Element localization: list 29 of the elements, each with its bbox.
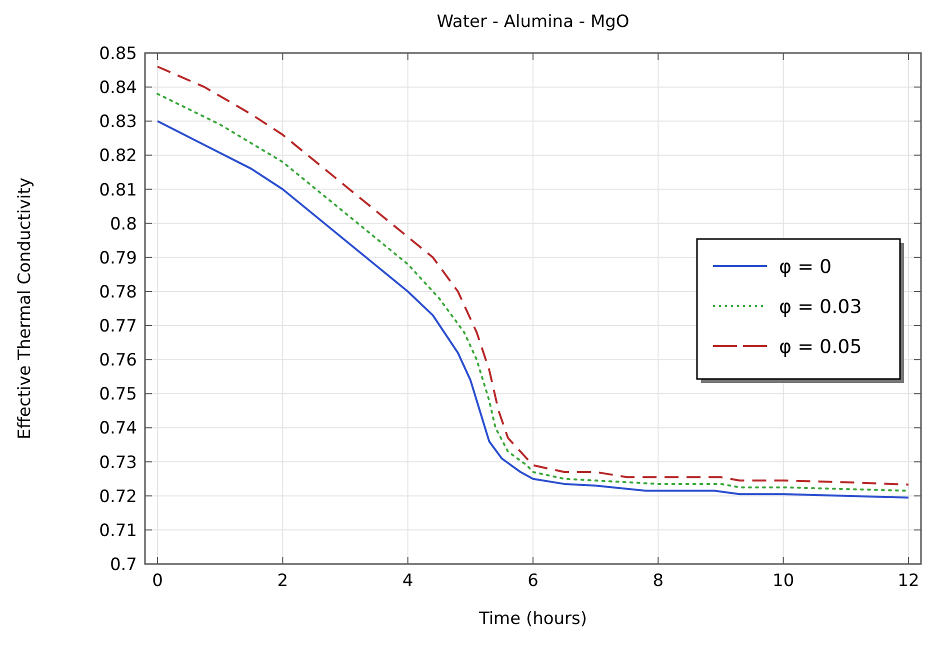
y-tick-label: 0.7 [110, 555, 137, 575]
y-tick-label: 0.75 [99, 384, 137, 405]
x-tick-label: 10 [772, 571, 794, 591]
legend-label: φ = 0.05 [779, 336, 862, 358]
x-tick-label: 8 [652, 571, 664, 591]
x-tick-label: 2 [277, 571, 288, 591]
y-tick-label: 0.78 [99, 282, 137, 302]
y-tick-label: 0.73 [99, 452, 137, 473]
y-tick-label: 0.76 [99, 350, 137, 371]
y-tick-label: 0.83 [99, 112, 137, 132]
chart-title: Water - Alumina - MgO [436, 12, 630, 32]
y-tick-label: 0.82 [99, 146, 137, 166]
legend-label: φ = 0.03 [779, 296, 862, 318]
y-tick-label: 0.84 [99, 78, 137, 98]
y-tick-label: 0.79 [99, 248, 137, 268]
y-tick-label: 0.81 [99, 180, 137, 200]
y-tick-label: 0.72 [99, 486, 137, 507]
x-axis-title: Time (hours) [478, 609, 588, 629]
y-tick-label: 0.71 [99, 520, 137, 541]
x-tick-label: 6 [528, 571, 538, 591]
y-tick-label: 0.74 [99, 418, 137, 439]
legend-label: φ = 0 [779, 256, 832, 278]
x-tick-label: 4 [402, 571, 414, 591]
y-tick-label: 0.8 [110, 214, 137, 234]
x-tick-label: 12 [898, 571, 920, 591]
y-tick-label: 0.85 [99, 44, 137, 64]
y-axis-title: Effective Thermal Conductivity [15, 178, 35, 440]
y-tick-label: 0.77 [99, 316, 137, 337]
x-tick-label: 0 [152, 571, 163, 591]
